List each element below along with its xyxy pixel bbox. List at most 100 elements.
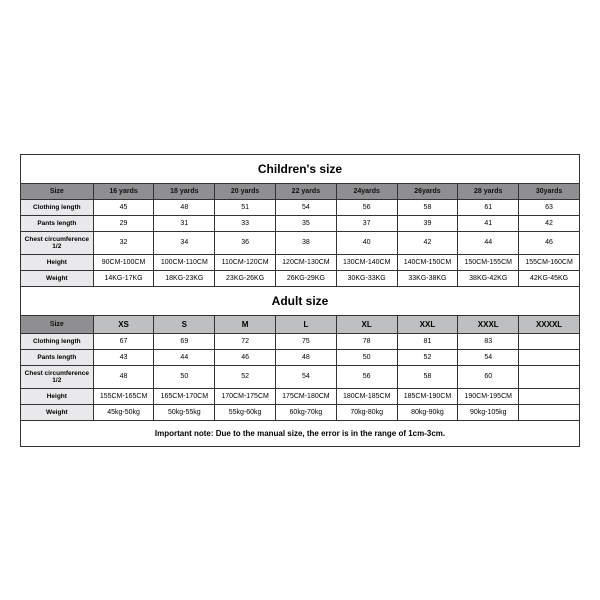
adult-title: Adult size — [21, 286, 580, 315]
cell: 43 — [93, 349, 154, 365]
cell: 130CM-140CM — [336, 254, 397, 270]
cell — [519, 365, 580, 388]
row-label: Weight — [21, 404, 94, 420]
cell: 32 — [93, 231, 154, 254]
cell: 75 — [276, 333, 337, 349]
cell: 33KG-38KG — [397, 270, 458, 286]
row-label: Pants length — [21, 215, 94, 231]
cell: 44 — [154, 349, 215, 365]
cell: 29 — [93, 215, 154, 231]
cell: 26KG-29KG — [276, 270, 337, 286]
cell: 72 — [215, 333, 276, 349]
cell: 67 — [93, 333, 154, 349]
cell: 37 — [336, 215, 397, 231]
important-note: Important note: Due to the manual size, … — [21, 420, 580, 446]
row-label: Chest circumference 1/2 — [21, 231, 94, 254]
cell: 48 — [154, 199, 215, 215]
size-chart-table: Children's size Size 16 yards 18 yards 2… — [20, 154, 580, 447]
cell: 155CM-165CM — [93, 388, 154, 404]
cell: 56 — [336, 365, 397, 388]
row-label: Chest circumference 1/2 — [21, 365, 94, 388]
cell: 83 — [458, 333, 519, 349]
col-header: 28 yards — [458, 183, 519, 199]
adult-title-row: Adult size — [21, 286, 580, 315]
cell: 56 — [336, 199, 397, 215]
col-header: 30yards — [519, 183, 580, 199]
cell: 78 — [336, 333, 397, 349]
cell: 42KG-45KG — [519, 270, 580, 286]
cell: 58 — [397, 199, 458, 215]
cell: 58 — [397, 365, 458, 388]
cell: 44 — [458, 231, 519, 254]
cell — [519, 388, 580, 404]
cell: 190CM-195CM — [458, 388, 519, 404]
cell: 42 — [519, 215, 580, 231]
cell: 90kg-105kg — [458, 404, 519, 420]
cell — [519, 333, 580, 349]
cell: 54 — [458, 349, 519, 365]
adult-row: Chest circumference 1/2 48 50 52 54 56 5… — [21, 365, 580, 388]
col-header: L — [276, 315, 337, 333]
cell — [519, 404, 580, 420]
row-label: Height — [21, 254, 94, 270]
cell: 70kg-80kg — [336, 404, 397, 420]
cell: 52 — [397, 349, 458, 365]
col-header: Size — [21, 183, 94, 199]
col-header: 24yards — [336, 183, 397, 199]
cell: 45kg-50kg — [93, 404, 154, 420]
children-row: Pants length 29 31 33 35 37 39 41 42 — [21, 215, 580, 231]
children-title-row: Children's size — [21, 154, 580, 183]
cell: 165CM-170CM — [154, 388, 215, 404]
cell: 36 — [215, 231, 276, 254]
col-header: M — [215, 315, 276, 333]
cell: 31 — [154, 215, 215, 231]
cell: 33 — [215, 215, 276, 231]
cell: 155CM-160CM — [519, 254, 580, 270]
adult-row: Weight 45kg-50kg 50kg-55kg 55kg-60kg 60k… — [21, 404, 580, 420]
col-header: 18 yards — [154, 183, 215, 199]
row-label: Weight — [21, 270, 94, 286]
adult-headers: Size XS S M L XL XXL XXXL XXXXL — [21, 315, 580, 333]
children-headers: Size 16 yards 18 yards 20 yards 22 yards… — [21, 183, 580, 199]
cell: 34 — [154, 231, 215, 254]
cell: 50kg-55kg — [154, 404, 215, 420]
cell: 40 — [336, 231, 397, 254]
cell: 46 — [519, 231, 580, 254]
cell — [519, 349, 580, 365]
cell: 42 — [397, 231, 458, 254]
cell: 120CM-130CM — [276, 254, 337, 270]
col-header: S — [154, 315, 215, 333]
cell: 52 — [215, 365, 276, 388]
children-row: Clothing length 45 48 51 54 56 58 61 63 — [21, 199, 580, 215]
cell: 50 — [154, 365, 215, 388]
cell: 38KG-42KG — [458, 270, 519, 286]
row-label: Height — [21, 388, 94, 404]
cell: 81 — [397, 333, 458, 349]
cell: 18KG-23KG — [154, 270, 215, 286]
note-row: Important note: Due to the manual size, … — [21, 420, 580, 446]
cell: 175CM-180CM — [276, 388, 337, 404]
cell: 35 — [276, 215, 337, 231]
col-header: XS — [93, 315, 154, 333]
cell: 90CM-100CM — [93, 254, 154, 270]
row-label: Clothing length — [21, 333, 94, 349]
cell: 55kg-60kg — [215, 404, 276, 420]
cell: 60kg-70kg — [276, 404, 337, 420]
row-label: Pants length — [21, 349, 94, 365]
cell: 150CM-155CM — [458, 254, 519, 270]
col-header: XXXL — [458, 315, 519, 333]
children-title: Children's size — [21, 154, 580, 183]
row-label: Clothing length — [21, 199, 94, 215]
cell: 38 — [276, 231, 337, 254]
col-header: XXXXL — [519, 315, 580, 333]
col-header: 16 yards — [93, 183, 154, 199]
cell: 180CM-185CM — [336, 388, 397, 404]
children-row: Height 90CM-100CM 100CM-110CM 110CM-120C… — [21, 254, 580, 270]
col-header: Size — [21, 315, 94, 333]
adult-row: Height 155CM-165CM 165CM-170CM 170CM-175… — [21, 388, 580, 404]
cell: 48 — [93, 365, 154, 388]
cell: 48 — [276, 349, 337, 365]
cell: 39 — [397, 215, 458, 231]
cell: 45 — [93, 199, 154, 215]
adult-row: Clothing length 67 69 72 75 78 81 83 — [21, 333, 580, 349]
